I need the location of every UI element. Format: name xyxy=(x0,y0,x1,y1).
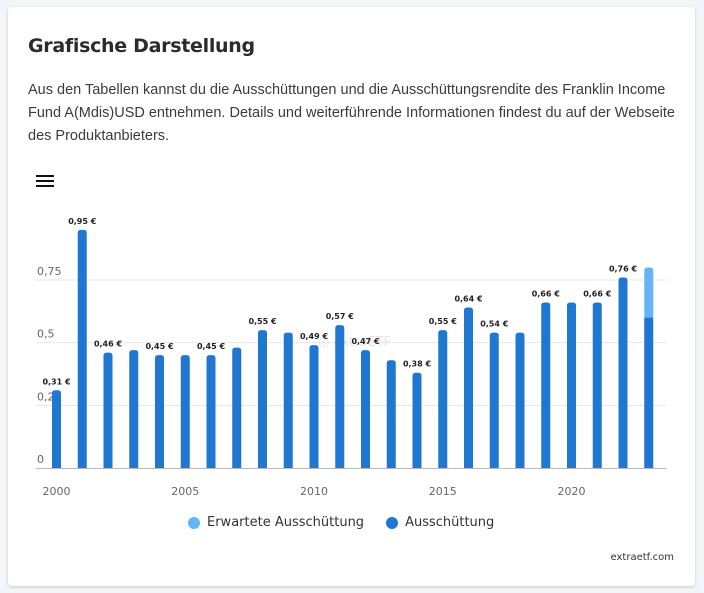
data-label-2012: 0,47 € xyxy=(351,337,380,346)
chart-legend: Erwartete Ausschüttung Ausschüttung xyxy=(188,515,494,530)
data-label-2014: 0,38 € xyxy=(403,360,432,369)
data-label-2002: 0,46 € xyxy=(94,340,123,349)
data-label-2010: 0,49 € xyxy=(300,332,329,341)
bar-actual-2000[interactable] xyxy=(52,390,61,468)
bar-actual-2013[interactable] xyxy=(386,360,396,468)
bar-actual-2002[interactable] xyxy=(103,352,113,468)
bar-actual-2015[interactable] xyxy=(438,330,448,468)
data-label-2019: 0,66 € xyxy=(532,290,561,299)
x-tick-label: 2020 xyxy=(558,485,586,498)
legend-label-expected: Erwartete Ausschüttung xyxy=(207,515,365,530)
source-credit: extraetf.com xyxy=(610,552,674,563)
data-label-2004: 0,45 € xyxy=(145,342,174,351)
bar-actual-2017[interactable] xyxy=(489,332,499,468)
bar-actual-2006[interactable] xyxy=(206,355,216,468)
section-description: Aus den Tabellen kannst du die Ausschütt… xyxy=(28,82,675,144)
bar-actual-2021[interactable] xyxy=(592,302,602,468)
data-label-2017: 0,54 € xyxy=(480,320,509,329)
legend-dot-actual-icon xyxy=(386,516,399,529)
y-tick-label: 0,75 xyxy=(37,265,62,278)
bar-actual-2010[interactable] xyxy=(309,345,319,468)
data-label-2022: 0,76 € xyxy=(609,264,638,273)
y-tick-label: 0 xyxy=(37,453,44,466)
bar-actual-2007[interactable] xyxy=(232,347,242,468)
bar-actual-2019[interactable] xyxy=(541,302,551,468)
x-tick-label: 2000 xyxy=(43,485,71,498)
bar-actual-2016[interactable] xyxy=(464,307,473,468)
bar-actual-2005[interactable] xyxy=(180,355,190,468)
data-label-2001: 0,95 € xyxy=(68,217,97,226)
bar-actual-2011[interactable] xyxy=(335,325,345,468)
y-tick-label: 0,5 xyxy=(37,328,55,341)
bar-actual-2003[interactable] xyxy=(129,350,139,468)
data-label-2011: 0,57 € xyxy=(326,312,355,321)
data-label-2006: 0,45 € xyxy=(197,342,226,351)
bar-actual-2009[interactable] xyxy=(283,332,293,468)
bar-expected-2023[interactable] xyxy=(644,267,654,318)
data-label-2021: 0,66 € xyxy=(583,290,612,299)
bar-actual-2004[interactable] xyxy=(155,355,164,468)
hamburger-menu-icon[interactable] xyxy=(36,172,56,192)
x-tick-label: 2010 xyxy=(300,485,328,498)
bar-actual-2023[interactable] xyxy=(644,317,654,468)
section-title: Grafische Darstellung xyxy=(28,35,255,57)
data-label-2016: 0,64 € xyxy=(454,295,483,304)
bar-actual-2012[interactable] xyxy=(361,350,370,468)
bar-actual-2018[interactable] xyxy=(515,332,525,468)
legend-item-actual[interactable]: Ausschüttung xyxy=(386,515,494,530)
data-label-2015: 0,55 € xyxy=(429,317,458,326)
bar-actual-2020[interactable] xyxy=(567,302,576,468)
bar-actual-2008[interactable] xyxy=(258,330,267,468)
bar-actual-2022[interactable] xyxy=(618,277,628,468)
chart-card: Grafische Darstellung Aus den Tabellen k… xyxy=(8,7,695,586)
legend-dot-expected-icon xyxy=(188,516,200,529)
bar-actual-2014[interactable] xyxy=(412,372,422,468)
bar-actual-2001[interactable] xyxy=(77,229,87,468)
x-tick-label: 2005 xyxy=(171,485,199,498)
data-label-2008: 0,55 € xyxy=(248,317,277,326)
legend-label-actual: Ausschüttung xyxy=(405,515,495,530)
x-tick-label: 2015 xyxy=(429,485,457,498)
legend-item-expected[interactable]: Erwartete Ausschüttung xyxy=(188,515,364,530)
data-label-2000: 0,31 € xyxy=(42,377,71,386)
